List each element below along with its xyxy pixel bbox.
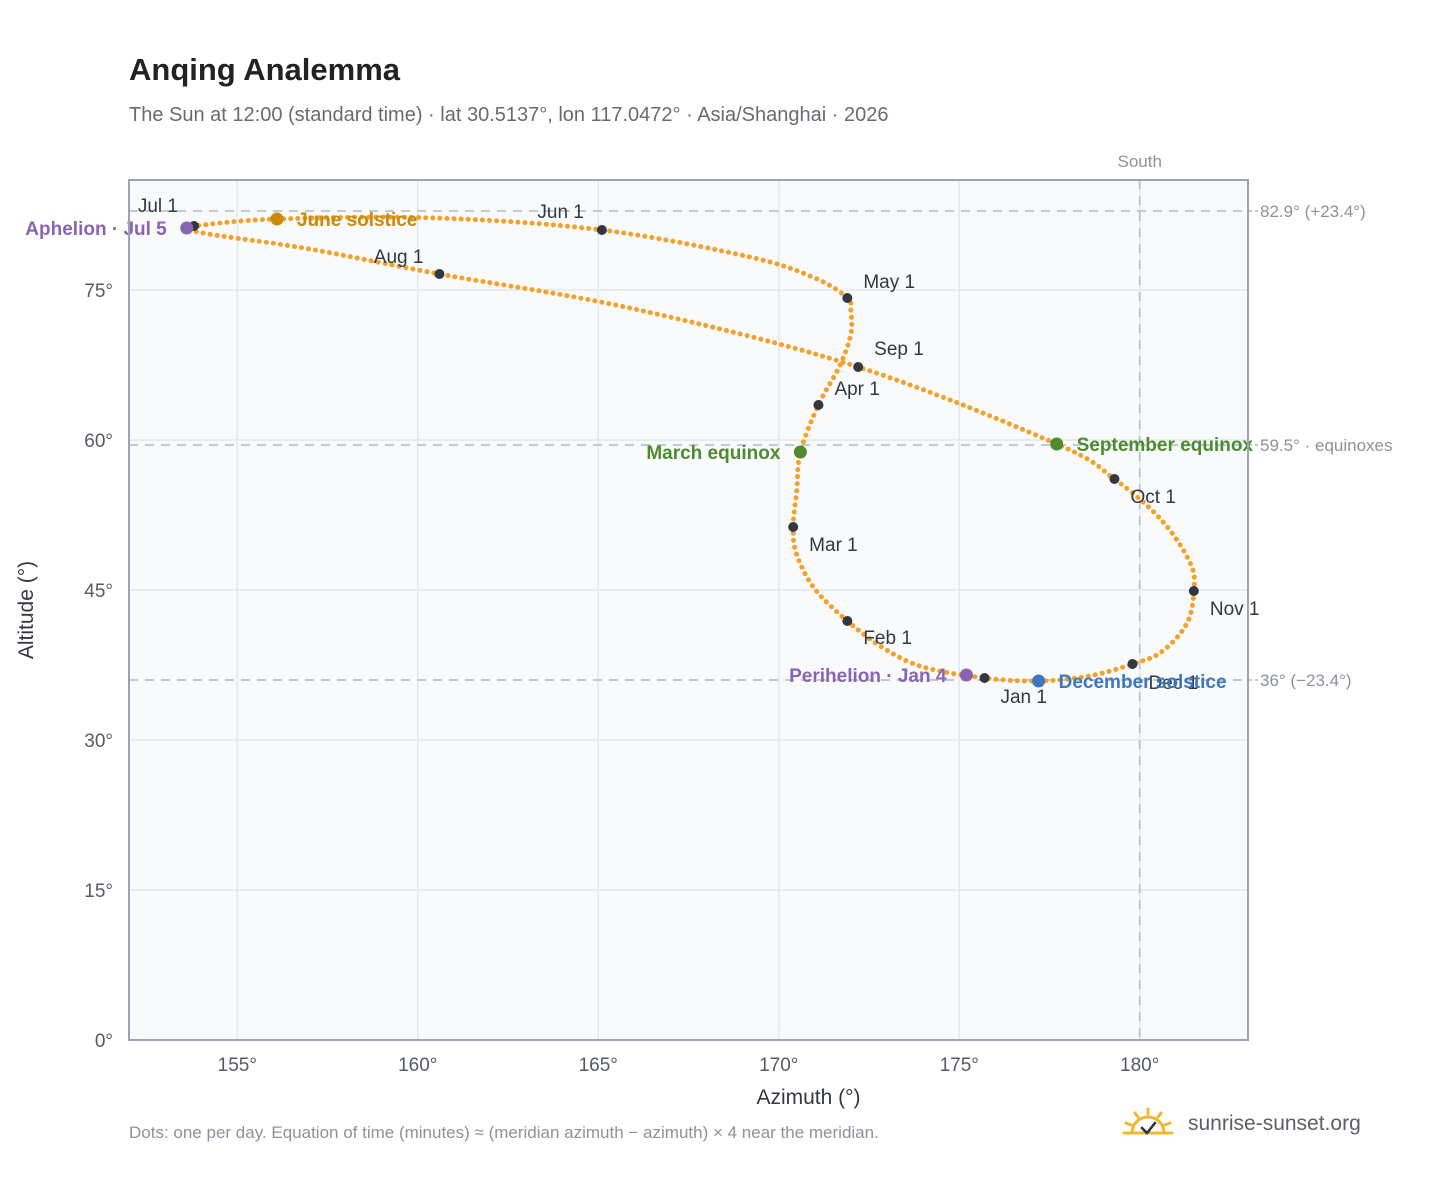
x-tick-label: 155° — [218, 1055, 257, 1076]
month-label: Dec 1 — [1148, 673, 1198, 694]
y-tick-label: 75° — [84, 281, 113, 302]
month-label: Aug 1 — [374, 247, 424, 268]
y-tick-label: 60° — [84, 431, 113, 452]
plot-area — [129, 180, 1248, 1040]
y-axis-title: Altitude (°) — [15, 561, 38, 659]
reference-label: 36° (−23.4°) — [1260, 671, 1352, 690]
brand-logo[interactable]: sunrise-sunset.org — [1122, 1104, 1361, 1144]
month-label: Jan 1 — [1000, 687, 1046, 708]
month-marker — [842, 293, 853, 303]
plot-frame — [128, 179, 1249, 1041]
month-label: Jul 1 — [138, 196, 178, 217]
y-tick-label: 30° — [84, 731, 113, 752]
month-marker — [1188, 586, 1199, 596]
x-axis-title: Azimuth (°) — [756, 1086, 860, 1109]
y-tick-label: 15° — [84, 881, 113, 902]
event-label: September equinox — [1077, 435, 1254, 456]
event-marker — [959, 668, 973, 682]
x-tick-label: 180° — [1120, 1055, 1159, 1076]
event-marker — [1050, 437, 1064, 451]
chart-title: Anqing Analemma — [129, 52, 400, 87]
reference-label: 82.9° (+23.4°) — [1260, 202, 1366, 221]
month-marker — [434, 269, 445, 279]
month-label: Sep 1 — [874, 339, 924, 360]
event-label: Perihelion · Jan 4 — [789, 666, 947, 687]
month-label: Oct 1 — [1130, 487, 1175, 508]
month-marker — [1109, 474, 1120, 484]
month-marker — [979, 673, 990, 683]
month-marker — [596, 225, 607, 235]
month-marker — [788, 522, 799, 532]
event-marker — [180, 221, 194, 235]
x-tick-label: 160° — [398, 1055, 437, 1076]
month-label: Apr 1 — [834, 379, 879, 400]
event-label: December solstice — [1059, 672, 1227, 693]
month-marker — [1127, 659, 1138, 669]
meridian-label: South — [1117, 152, 1161, 171]
x-tick-label: 165° — [579, 1055, 618, 1076]
brand-name: sunrise-sunset.org — [1188, 1112, 1361, 1135]
month-marker — [813, 400, 824, 410]
month-label: Jun 1 — [537, 202, 583, 223]
event-marker — [793, 445, 807, 459]
event-label: Aphelion · Jul 5 — [25, 219, 167, 240]
reference-label: 59.5° · equinoxes — [1260, 436, 1393, 455]
chart-subtitle: The Sun at 12:00 (standard time) · lat 3… — [129, 104, 889, 126]
month-marker — [853, 362, 864, 372]
x-tick-label: 175° — [940, 1055, 979, 1076]
event-marker — [1032, 674, 1046, 688]
month-label: Nov 1 — [1210, 599, 1260, 620]
month-marker — [842, 616, 853, 626]
y-tick-label: 0° — [95, 1031, 113, 1052]
event-label: March equinox — [646, 443, 781, 464]
footnote: Dots: one per day. Equation of time (min… — [129, 1123, 879, 1142]
x-tick-label: 170° — [759, 1055, 798, 1076]
event-marker — [270, 212, 284, 226]
event-label: June solstice — [297, 210, 417, 231]
sun-icon — [1122, 1107, 1174, 1135]
y-tick-label: 45° — [84, 581, 113, 602]
month-label: Feb 1 — [863, 628, 912, 649]
month-label: Mar 1 — [809, 535, 858, 556]
month-label: May 1 — [863, 272, 915, 293]
